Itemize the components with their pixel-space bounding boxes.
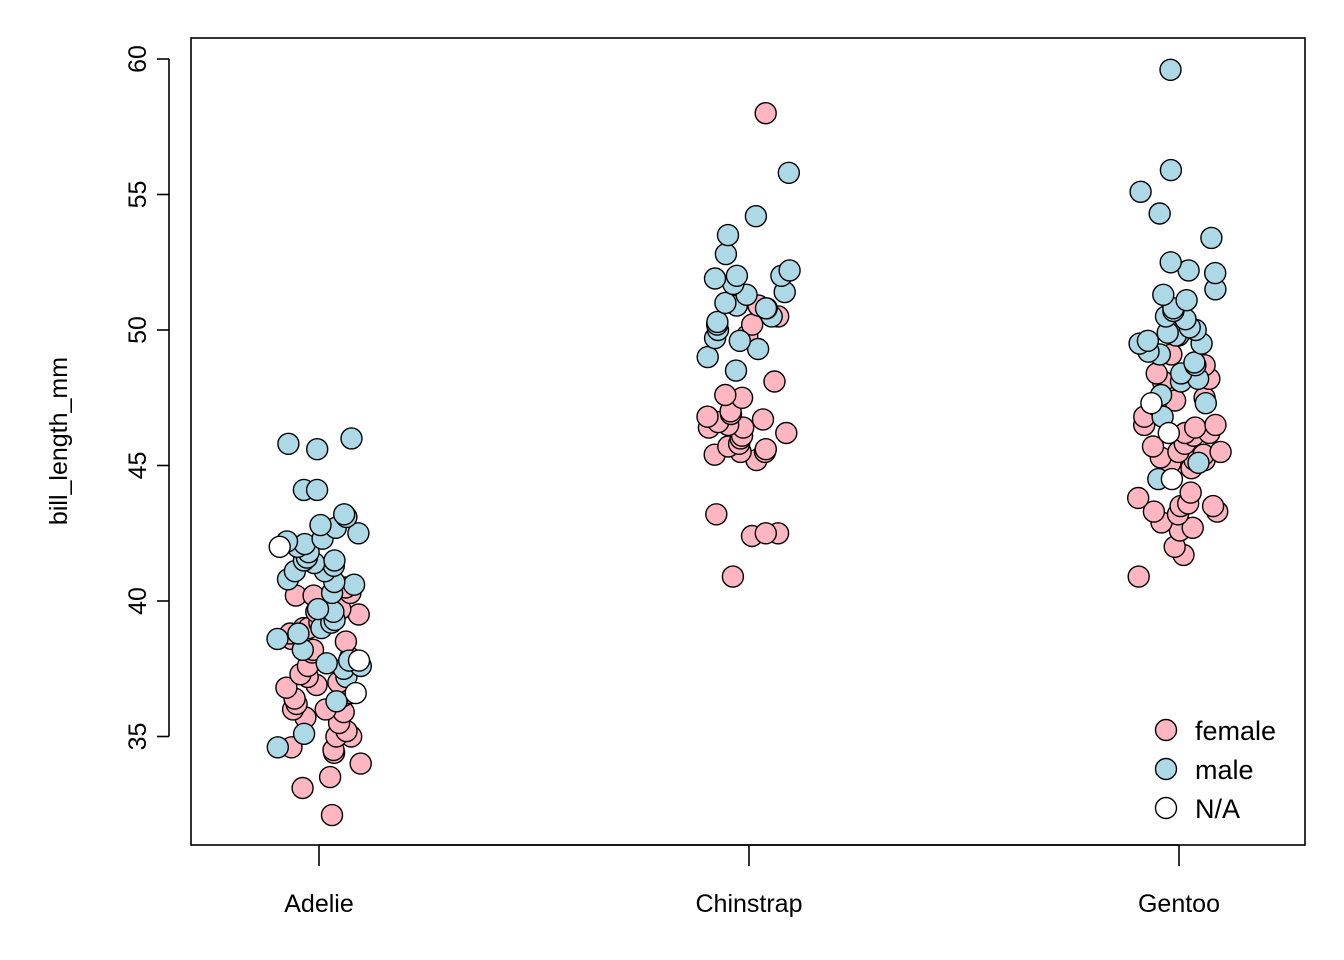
point-male bbox=[696, 345, 719, 369]
point-male bbox=[778, 259, 801, 282]
point-male bbox=[714, 291, 737, 315]
point-male bbox=[277, 432, 300, 455]
point-female bbox=[705, 503, 728, 526]
point-male bbox=[724, 359, 748, 382]
point-male bbox=[333, 503, 356, 526]
point-female bbox=[1209, 440, 1232, 464]
point-male bbox=[325, 690, 348, 713]
point-male bbox=[1187, 451, 1210, 474]
point-male bbox=[287, 622, 310, 645]
point-female bbox=[349, 752, 372, 775]
point-male bbox=[1159, 158, 1183, 182]
point-na bbox=[1157, 421, 1181, 445]
point-na bbox=[1160, 467, 1184, 491]
point-female bbox=[1142, 500, 1166, 523]
point-female bbox=[1181, 516, 1204, 539]
point-male bbox=[725, 264, 749, 287]
point-female bbox=[696, 405, 719, 428]
point-male bbox=[746, 337, 770, 361]
point-male bbox=[1159, 58, 1182, 82]
y-tick-label: 45 bbox=[124, 452, 152, 480]
point-female bbox=[754, 438, 777, 461]
y-tick-label: 55 bbox=[124, 181, 152, 209]
legend-swatch bbox=[1154, 718, 1178, 742]
point-female bbox=[1141, 435, 1165, 458]
y-tick-label: 50 bbox=[124, 316, 152, 344]
point-male bbox=[1159, 251, 1182, 274]
point-male bbox=[315, 652, 338, 675]
point-male bbox=[306, 597, 330, 621]
point-male bbox=[1203, 261, 1227, 285]
point-female bbox=[1127, 565, 1150, 588]
point-male bbox=[266, 627, 289, 651]
legend-swatch bbox=[1154, 757, 1178, 781]
point-male bbox=[777, 161, 800, 185]
point-male bbox=[1183, 351, 1206, 374]
x-tick-label: Chinstrap bbox=[696, 890, 803, 918]
legend-swatch bbox=[1154, 796, 1178, 820]
point-male bbox=[706, 310, 729, 334]
point-female bbox=[754, 522, 777, 545]
legend-label: male bbox=[1195, 755, 1254, 785]
point-male bbox=[266, 736, 289, 759]
point-na bbox=[344, 681, 367, 705]
point-female bbox=[1145, 362, 1168, 385]
point-female bbox=[334, 630, 358, 653]
legend-label: N/A bbox=[1195, 794, 1240, 824]
point-male bbox=[714, 242, 738, 266]
point-female bbox=[320, 803, 344, 827]
point-female bbox=[751, 408, 775, 431]
point-male bbox=[342, 573, 366, 596]
y-tick-label: 35 bbox=[124, 723, 152, 751]
x-axis: Adelie Chinstrap Gentoo bbox=[284, 844, 1220, 918]
point-male bbox=[1152, 283, 1175, 306]
point-female bbox=[318, 765, 342, 789]
point-female bbox=[714, 383, 737, 407]
point-female bbox=[1201, 494, 1225, 518]
point-male bbox=[305, 478, 329, 502]
legend: female male N/A bbox=[1154, 716, 1276, 824]
point-female bbox=[347, 603, 370, 626]
point-male bbox=[347, 522, 370, 545]
point-na bbox=[347, 649, 371, 672]
point-male bbox=[728, 329, 751, 352]
point-male bbox=[1175, 289, 1198, 312]
point-male bbox=[744, 204, 768, 228]
point-na bbox=[1140, 392, 1163, 415]
point-male bbox=[306, 438, 329, 461]
point-female bbox=[754, 101, 777, 125]
point-female bbox=[763, 370, 786, 393]
point-male bbox=[1129, 180, 1152, 204]
point-female bbox=[1183, 416, 1207, 439]
point-na bbox=[268, 535, 291, 558]
point-male bbox=[340, 427, 363, 450]
x-tick-label: Gentoo bbox=[1138, 890, 1220, 918]
point-female bbox=[1126, 486, 1150, 510]
x-tick-label: Adelie bbox=[284, 890, 354, 918]
point-male bbox=[703, 267, 727, 290]
point-female bbox=[775, 421, 798, 445]
y-tick-label: 60 bbox=[124, 45, 152, 73]
point-female bbox=[1179, 481, 1202, 504]
point-female bbox=[275, 676, 298, 699]
point-male bbox=[323, 549, 346, 572]
point-female bbox=[721, 565, 745, 588]
point-male bbox=[292, 722, 316, 745]
point-male bbox=[1200, 226, 1223, 250]
legend-label: female bbox=[1195, 716, 1276, 746]
point-male bbox=[754, 297, 778, 320]
point-male bbox=[716, 223, 740, 247]
point-male bbox=[1194, 392, 1218, 415]
point-female bbox=[1204, 413, 1227, 437]
point-male bbox=[1148, 202, 1171, 225]
point-male bbox=[1136, 329, 1160, 352]
y-axis-title: bill_length_mm bbox=[45, 357, 73, 525]
y-axis: 35 40 45 50 55 60 bbox=[124, 45, 170, 751]
data-points bbox=[266, 58, 1232, 827]
point-male bbox=[309, 513, 332, 537]
y-tick-label: 40 bbox=[124, 587, 152, 615]
point-female bbox=[291, 776, 314, 800]
